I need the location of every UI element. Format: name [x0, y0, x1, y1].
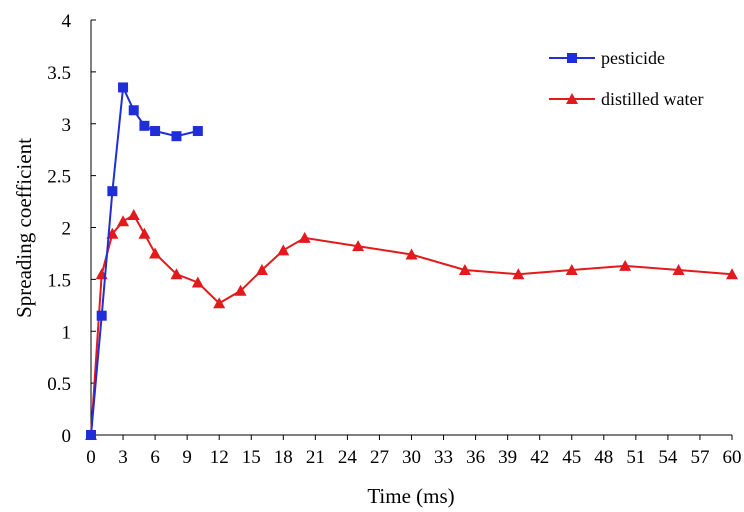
x-tick-label: 21	[306, 447, 325, 468]
legend: pesticide distilled water	[549, 48, 703, 109]
data-point-pesticide	[118, 82, 129, 93]
data-point-distilled-water	[405, 248, 418, 260]
y-tick-label: 1.5	[47, 270, 71, 291]
x-tick-label: 9	[182, 447, 192, 468]
x-tick-label: 48	[594, 447, 613, 468]
x-tick-label: 30	[402, 447, 421, 468]
x-tick-label: 42	[530, 447, 549, 468]
x-tick-label: 6	[150, 447, 160, 468]
x-tick-label: 54	[658, 447, 678, 468]
x-tick-label: 45	[562, 447, 581, 468]
x-axis-title: Time (ms)	[367, 484, 454, 508]
data-point-distilled-water	[458, 264, 471, 276]
legend-label: pesticide	[601, 48, 665, 68]
x-tick-label: 51	[626, 447, 645, 468]
x-tick-label: 18	[274, 447, 293, 468]
data-point-distilled-water	[127, 209, 140, 221]
x-tick-label: 39	[498, 447, 517, 468]
x-tick-label: 60	[723, 447, 742, 468]
data-point-distilled-water	[277, 244, 290, 256]
data-point-pesticide	[150, 126, 161, 137]
legend-item-distilled-water: distilled water	[549, 89, 703, 109]
y-tick-label: 0.5	[47, 374, 71, 395]
data-point-distilled-water	[191, 276, 204, 288]
series-line-distilled-water	[90, 213, 733, 436]
data-point-distilled-water	[170, 268, 183, 280]
data-point-distilled-water	[234, 284, 247, 296]
data-point-distilled-water	[512, 268, 525, 280]
data-point-distilled-water	[298, 231, 311, 243]
y-tick-label: 3	[62, 115, 72, 136]
x-tick-label: 36	[466, 447, 485, 468]
x-tick-label: 12	[210, 447, 229, 468]
data-point-distilled-water	[619, 259, 632, 271]
y-axis-ticks: 0 0.5 1 1.5 2 2.5 3 3.5 4	[47, 11, 96, 447]
series-distilled-water	[85, 209, 738, 440]
x-tick-label: 57	[690, 447, 709, 468]
data-point-pesticide	[171, 131, 182, 142]
y-tick-label: 4	[62, 11, 72, 32]
legend-swatch-marker	[566, 93, 578, 104]
x-tick-label: 24	[338, 447, 358, 468]
data-point-distilled-water	[565, 264, 578, 276]
legend-swatch-marker	[567, 53, 577, 63]
data-point-distilled-water	[138, 227, 151, 239]
legend-label: distilled water	[601, 89, 703, 109]
legend-item-pesticide: pesticide	[549, 48, 665, 68]
x-tick-label: 15	[242, 447, 261, 468]
y-tick-label: 2.5	[47, 167, 71, 188]
data-point-distilled-water	[672, 264, 685, 276]
x-axis-ticks: 0 3 6 9 12 15 18 21 24 27 30 33 36 39 42 45 48 51 54 57 60	[86, 435, 742, 468]
series-layer	[85, 82, 738, 440]
data-point-pesticide	[107, 186, 118, 197]
y-tick-label: 0	[62, 426, 72, 447]
data-point-pesticide	[192, 126, 203, 137]
data-point-distilled-water	[213, 297, 226, 309]
y-tick-label: 3.5	[47, 63, 71, 84]
data-point-pesticide	[96, 310, 107, 321]
y-axis-title: Spreading coefficient	[12, 138, 36, 318]
data-point-distilled-water	[117, 215, 130, 227]
series-line-pesticide	[90, 83, 199, 436]
data-point-pesticide	[86, 430, 96, 440]
y-tick-label: 1	[62, 322, 72, 343]
y-tick-label: 2	[62, 219, 72, 240]
axes	[90, 20, 732, 436]
x-tick-label: 33	[434, 447, 453, 468]
data-point-distilled-water	[352, 240, 365, 252]
data-point-distilled-water	[726, 268, 738, 280]
data-point-pesticide	[128, 105, 139, 116]
x-tick-label: 27	[370, 447, 389, 468]
series-pesticide	[86, 82, 203, 440]
data-point-pesticide	[139, 120, 150, 131]
x-tick-label: 3	[118, 447, 128, 468]
data-point-distilled-water	[255, 264, 268, 276]
x-tick-label: 0	[86, 447, 96, 468]
data-point-distilled-water	[149, 247, 162, 259]
